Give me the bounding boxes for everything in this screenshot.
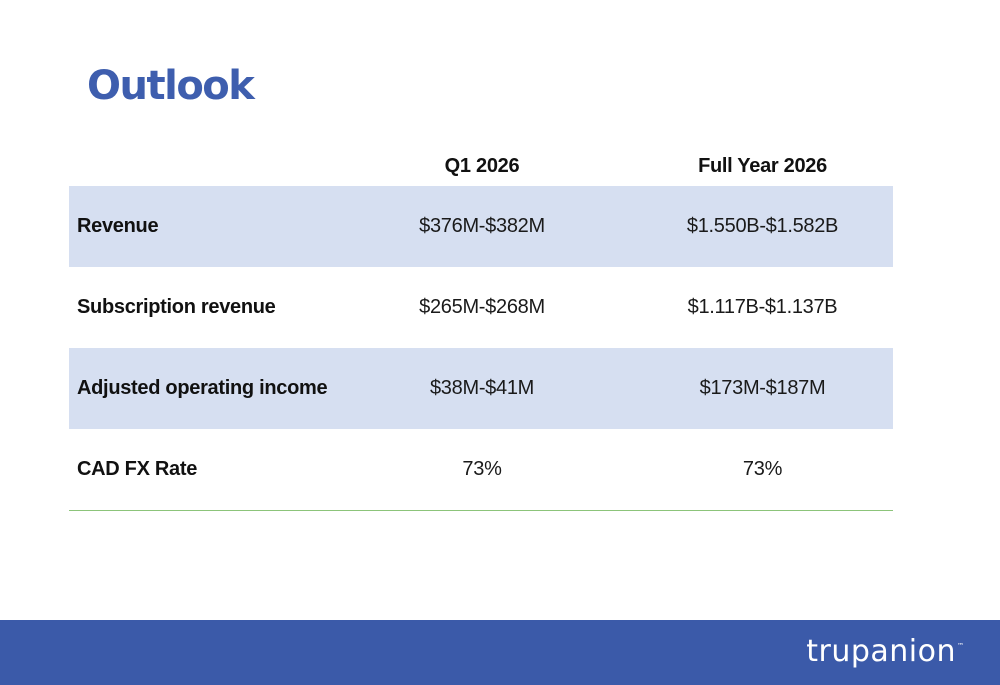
full-year-value: $173M-$187M: [632, 348, 893, 429]
full-year-value: $1.550B-$1.582B: [632, 186, 893, 267]
header-full-year-2026: Full Year 2026: [698, 154, 827, 177]
footer-band: trupanion ™: [0, 620, 1000, 685]
row-label: Adjusted operating income: [69, 348, 332, 429]
q1-value: 73%: [332, 429, 632, 511]
trademark-symbol: ™: [957, 642, 964, 650]
brand-wordmark: trupanion: [806, 634, 956, 669]
q1-value: $38M-$41M: [332, 348, 632, 429]
row-label: Revenue: [69, 186, 332, 267]
table-row: Revenue $376M-$382M $1.550B-$1.582B: [69, 186, 893, 267]
table-row: Adjusted operating income $38M-$41M $173…: [69, 348, 893, 429]
table-header-row: Q1 2026 Full Year 2026: [69, 146, 893, 186]
outlook-table: Q1 2026 Full Year 2026 Revenue $376M-$38…: [69, 146, 893, 511]
row-label: Subscription revenue: [77, 296, 276, 318]
row-label: CAD FX Rate: [69, 429, 332, 511]
slide-title: Outlook: [87, 63, 255, 109]
q1-value: $265M-$268M: [419, 296, 545, 318]
q1-value: $376M-$382M: [332, 186, 632, 267]
header-q1-2026: Q1 2026: [444, 154, 520, 177]
table-row: CAD FX Rate 73% 73%: [69, 429, 893, 511]
full-year-value: 73%: [632, 429, 893, 511]
header-label-column: [69, 146, 332, 186]
table-row: Subscription revenue $265M-$268M $1.117B…: [69, 267, 893, 348]
full-year-value: $1.117B-$1.137B: [687, 296, 838, 318]
brand-logo: trupanion ™: [806, 632, 964, 672]
